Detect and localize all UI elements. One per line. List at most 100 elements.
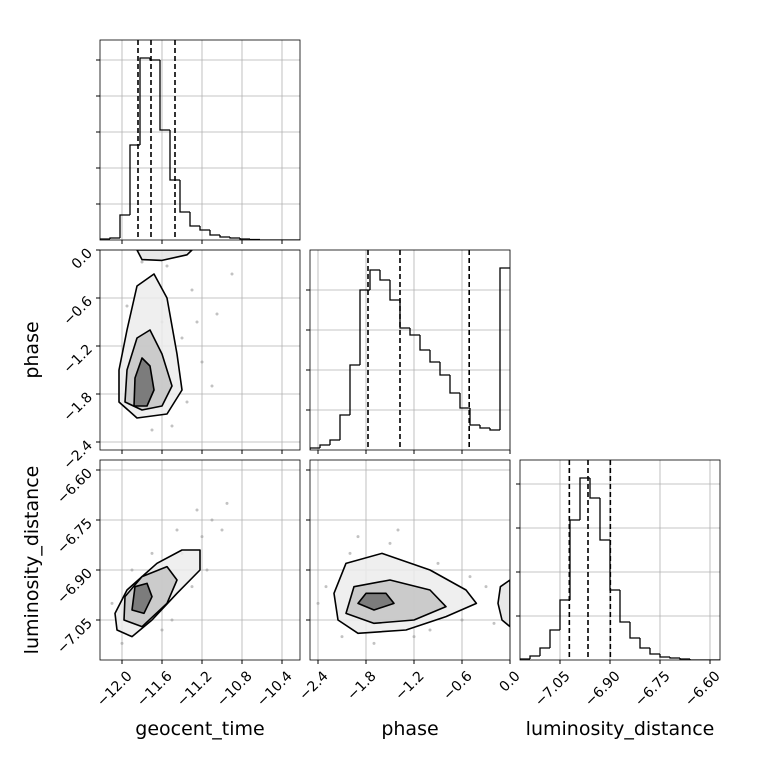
x-tick-label: −6.75 <box>632 668 674 710</box>
x-tick-label: −10.8 <box>214 668 256 710</box>
hist-step <box>369 269 380 290</box>
x-tick-label: −10.4 <box>254 668 296 710</box>
hist-step <box>520 658 530 660</box>
hist-step <box>129 144 140 215</box>
sample-point <box>460 618 464 622</box>
sample-point <box>210 384 214 388</box>
hist-step <box>159 60 170 131</box>
x-axis-label: geocent_time <box>135 718 264 740</box>
x-tick-label: −1.8 <box>344 668 379 703</box>
x-tick-label: −12.0 <box>94 668 136 710</box>
panel <box>100 40 300 240</box>
contour <box>345 579 447 625</box>
contour <box>131 582 153 615</box>
hist-step <box>649 648 660 655</box>
x-axis-label: phase <box>381 718 438 740</box>
sample-point <box>200 360 204 364</box>
sample-point <box>348 551 352 555</box>
hist-step <box>310 447 320 450</box>
panel-frame <box>99 39 301 241</box>
x-tick-label: −2.4 <box>296 668 331 703</box>
hist-step <box>469 408 480 426</box>
sample-point <box>492 621 496 625</box>
contour <box>497 579 510 628</box>
sample-point <box>468 575 472 579</box>
hist-step <box>429 350 440 363</box>
sample-point <box>195 508 199 512</box>
sample-point <box>185 400 189 404</box>
x-tick-label: −0.6 <box>440 668 475 703</box>
hist-step <box>679 658 690 660</box>
hist-step <box>189 212 200 227</box>
hist-step <box>209 230 220 236</box>
sample-point <box>125 304 129 308</box>
hist-step <box>419 335 430 351</box>
hist-step <box>569 519 580 600</box>
sample-point <box>160 628 164 632</box>
sample-point <box>225 501 229 505</box>
panel-frame <box>99 459 301 661</box>
hist-step <box>249 238 260 240</box>
hist-step <box>319 444 330 448</box>
hist-step <box>589 478 600 499</box>
hist-step <box>479 425 490 429</box>
contour <box>136 250 193 262</box>
contour <box>133 357 155 407</box>
sample-point <box>324 585 328 589</box>
hist-step <box>599 498 610 541</box>
sample-point <box>170 424 174 428</box>
x-tick-label: 0.0 <box>497 668 524 695</box>
y-tick-label: −1.2 <box>60 342 95 377</box>
hist-step <box>459 393 470 409</box>
sample-point <box>190 288 194 292</box>
hist-step <box>559 599 570 630</box>
sample-point <box>165 264 169 268</box>
hist-step <box>100 238 110 240</box>
hist-step <box>629 622 640 639</box>
hist-step <box>439 362 450 376</box>
y-tick-label: −6.90 <box>54 566 96 608</box>
hist-step <box>529 655 540 659</box>
sample-point <box>175 528 179 532</box>
sample-point <box>190 585 194 589</box>
hist-step <box>399 300 410 329</box>
hist-step <box>119 214 130 238</box>
panel <box>520 460 720 660</box>
sample-point <box>436 561 440 565</box>
hist-step <box>179 180 190 213</box>
hist-step <box>229 237 240 239</box>
hist-step <box>219 235 230 238</box>
hist-step <box>579 477 590 520</box>
hist-step <box>619 590 630 623</box>
sample-point <box>356 535 360 539</box>
hist-step <box>539 647 550 656</box>
hist-step <box>639 638 650 649</box>
hist-step <box>689 659 700 660</box>
y-tick-label: −6.75 <box>54 516 96 558</box>
sample-point <box>316 601 320 605</box>
hist-step <box>239 238 250 240</box>
x-tick-label: −6.60 <box>682 668 724 710</box>
sample-point <box>220 528 224 532</box>
x-tick-label: −11.2 <box>174 668 216 710</box>
y-tick-label: −2.4 <box>60 437 95 472</box>
sample-point <box>210 518 214 522</box>
sample-point <box>412 635 416 639</box>
hist-step <box>389 280 400 301</box>
panel-frame <box>519 459 721 661</box>
sample-point <box>340 635 344 639</box>
sample-point <box>396 528 400 532</box>
sample-point <box>110 601 114 605</box>
sample-point <box>388 541 392 545</box>
hist-step <box>379 270 390 281</box>
sample-point <box>200 535 204 539</box>
sample-point <box>484 585 488 589</box>
panel <box>118 250 234 432</box>
sample-point <box>215 312 219 316</box>
y-tick-label: 0.0 <box>69 246 96 273</box>
sample-point <box>170 618 174 622</box>
hist-step <box>549 629 560 648</box>
hist-step <box>409 328 420 336</box>
hist-step <box>669 657 680 659</box>
sample-point <box>195 320 199 324</box>
